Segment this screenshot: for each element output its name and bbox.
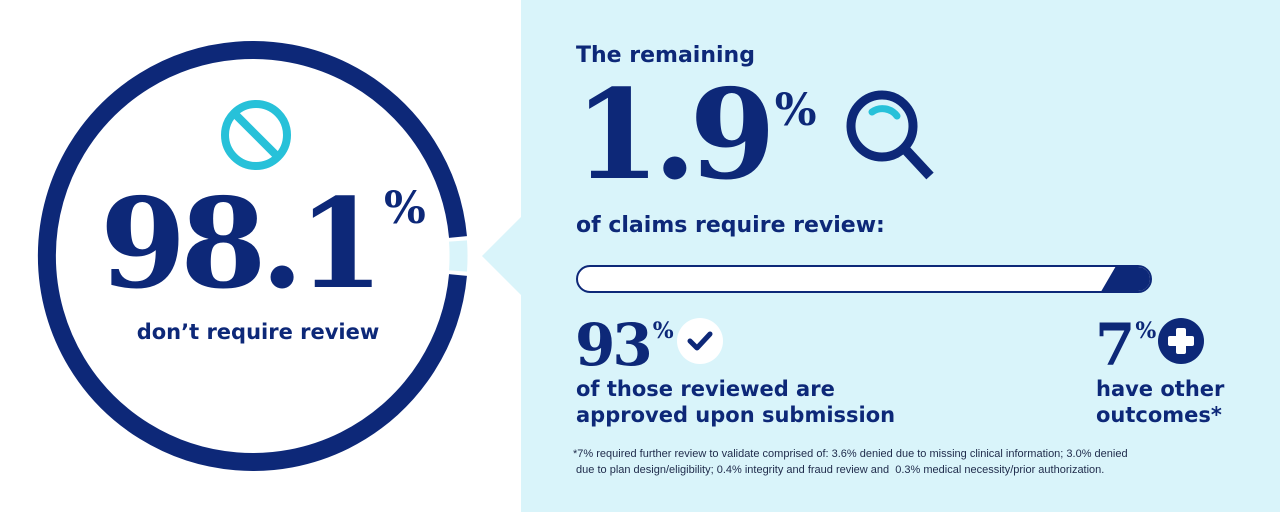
big-stat-1-9-percent: %	[774, 85, 817, 136]
footnote: *7% required further review to validate …	[573, 446, 1213, 478]
approved-number: 93	[575, 311, 653, 379]
big-stat-98-number: 98.1	[100, 172, 384, 317]
no-entry-icon	[221, 100, 291, 170]
footnote-line1: *7% required further review to validate …	[573, 448, 1128, 460]
other-percent: %	[1135, 318, 1157, 344]
approved-percent: %	[652, 318, 674, 344]
ring-gap	[449, 240, 468, 272]
magnifying-glass-icon	[846, 90, 934, 180]
plus-icon	[1158, 318, 1204, 364]
approved-caption-line2: approved upon submission	[576, 403, 896, 427]
big-stat-98: 98.1 %	[100, 172, 426, 317]
approved-caption: of those reviewed are approved upon subm…	[576, 376, 895, 428]
other-caption-line1: have other	[1096, 377, 1225, 401]
other-caption-line2: outcomes*	[1096, 403, 1222, 427]
big-stat-98-percent: %	[384, 183, 426, 234]
other-number: 7	[1095, 311, 1135, 379]
remaining-heading: The remaining	[576, 43, 755, 68]
other-caption: have other outcomes*	[1096, 376, 1224, 428]
approved-caption-line1: of those reviewed are	[576, 377, 835, 401]
footnote-line2: due to plan design/eligibility; 0.4% int…	[573, 464, 1105, 476]
big-stat-1-9: 1.9 %	[574, 72, 817, 202]
callout-pointer	[482, 216, 522, 296]
progress-fill-other	[1101, 267, 1150, 291]
ring-arc	[37, 41, 467, 471]
claims-subheading: of claims require review:	[576, 213, 885, 238]
other-stat: 7 %	[1095, 312, 1156, 378]
left-caption: don’t require review	[136, 320, 380, 344]
review-progress-bar	[576, 265, 1152, 293]
approved-stat: 93 %	[575, 312, 674, 378]
check-icon	[677, 318, 723, 364]
big-stat-1-9-number: 1.9	[574, 63, 776, 208]
right-panel	[521, 0, 1280, 512]
progress-ring	[37, 41, 468, 471]
